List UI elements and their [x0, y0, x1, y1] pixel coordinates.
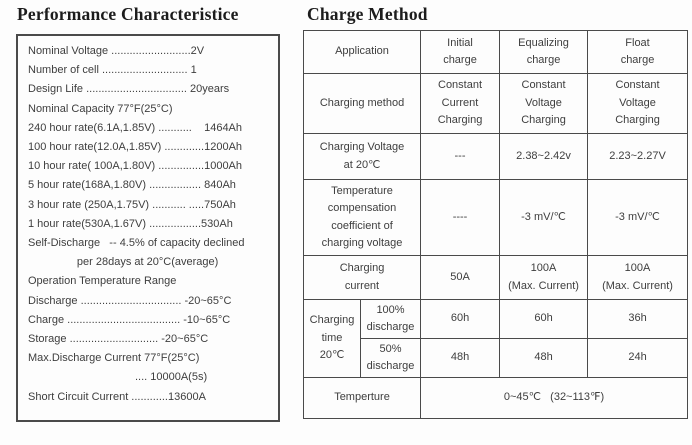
temp-compensation-float-cell: -3 mV/℃ [587, 179, 689, 256]
equalizing-charge-header-cell: Equalizing charge [499, 30, 589, 74]
table-row-charging-time-100: Charging time 20℃ 100% discharge 60h 60h… [303, 299, 689, 378]
table-row-charging-time-50: 50% discharge 48h 48h 24h [304, 338, 689, 378]
charging-voltage-equalizing-cell: 2.38~2.42v [499, 133, 589, 180]
charging-method-label-cell: Charging method [302, 73, 422, 134]
spec-line: Short Circuit Current ............13600A [28, 390, 206, 403]
charging-method-equalizing-cell: Constant Voltage Charging [499, 73, 589, 134]
spec-line: per 28days at 20°C(average) [28, 256, 219, 269]
initial-charge-header-cell: Initial charge [420, 30, 501, 74]
charging-method-initial-cell: Constant Current Charging [420, 73, 501, 134]
table-row-charging-voltage: Charging Voltage at 20℃ --- 2.38~2.42v 2… [302, 133, 689, 180]
discharge-50-initial-cell: 48h [420, 338, 501, 378]
performance-section-title: Performance Characteristice [17, 4, 239, 24]
table-row-header: Application Initial charge Equalizing ch… [302, 30, 689, 74]
charging-voltage-label-cell: Charging Voltage at 20℃ [302, 133, 422, 180]
charging-voltage-float-cell: 2.23~2.27V [587, 133, 689, 180]
table-row-charging-current: Charging current 50A 100A (Max. Current)… [302, 255, 689, 300]
spec-line: Design Life ............................… [28, 83, 230, 96]
spec-line: Storage ............................. -2… [28, 333, 209, 346]
discharge-100-float-cell: 36h [587, 299, 689, 339]
table-row-charging-method: Charging method Constant Current Chargin… [302, 73, 689, 134]
spec-line: Max.Discharge Current 77°F(25°C) [28, 352, 200, 365]
spec-line: Nominal Capacity 77°F(25°C) [28, 102, 173, 115]
charging-method-float-cell: Constant Voltage Charging [587, 73, 689, 134]
discharge-50-label-cell: 50% discharge [359, 338, 422, 378]
charging-time-label-cell: Charging time 20℃ [303, 299, 361, 378]
charging-current-initial-cell: 50A [420, 255, 501, 300]
discharge-50-equalizing-cell: 48h [499, 338, 589, 378]
discharge-50-float-cell: 24h [587, 338, 689, 378]
spec-line: 10 hour rate( 100A,1.80V) ..............… [28, 160, 243, 173]
discharge-100-label-cell: 100% discharge [359, 299, 422, 339]
temp-compensation-equalizing-cell: -3 mV/℃ [499, 179, 589, 256]
spec-line: Number of cell .........................… [28, 64, 197, 77]
charge-method-section-title: Charge Method [307, 4, 428, 24]
table-row-temp-compensation: Temperature compensation coefficient of … [302, 179, 689, 256]
spec-line: 1 hour rate(530A,1.67V) ................… [28, 217, 233, 230]
spec-line: 240 hour rate(6.1A,1.85V) ........... 14… [28, 121, 243, 134]
discharge-100-initial-cell: 60h [420, 299, 501, 339]
temp-compensation-initial-cell: ---- [420, 179, 501, 256]
discharge-100-equalizing-cell: 60h [499, 299, 589, 339]
spec-line: Nominal Voltage ........................… [28, 45, 205, 57]
float-charge-header-cell: Float charge [587, 30, 689, 74]
application-header-cell: Application [302, 30, 422, 74]
spec-line: 100 hour rate(12.0A,1.85V) .............… [28, 141, 243, 154]
charge-method-table: Application Initial charge Equalizing ch… [302, 30, 689, 419]
spec-line: .... 10000A(5s) [28, 371, 208, 384]
spec-line: Charge .................................… [28, 313, 231, 326]
spec-line: 5 hour rate(168A,1.80V) ................… [28, 179, 236, 192]
temperature-label-cell: Temperture [302, 377, 422, 419]
performance-spec-box: Nominal Voltage ........................… [16, 34, 280, 422]
temperature-value-cell: 0~45℃ (32~113℉) [420, 377, 689, 419]
spec-line: Operation Temperature Range [28, 275, 177, 288]
spec-list: Nominal Voltage ........................… [28, 42, 278, 407]
charging-voltage-initial-cell: --- [420, 133, 501, 180]
charging-current-equalizing-cell: 100A (Max. Current) [499, 255, 589, 300]
spec-line: Discharge ..............................… [28, 294, 232, 307]
table-row-temperature: Temperture 0~45℃ (32~113℉) [302, 377, 689, 419]
temp-compensation-label-cell: Temperature compensation coefficient of … [302, 179, 422, 256]
spec-line: Self-Discharge -- 4.5% of capacity decli… [28, 237, 245, 250]
charging-current-float-cell: 100A (Max. Current) [587, 255, 689, 300]
charging-current-label-cell: Charging current [302, 255, 422, 300]
spec-line: 3 hour rate (250A,1.75V) ........... ...… [28, 198, 236, 211]
